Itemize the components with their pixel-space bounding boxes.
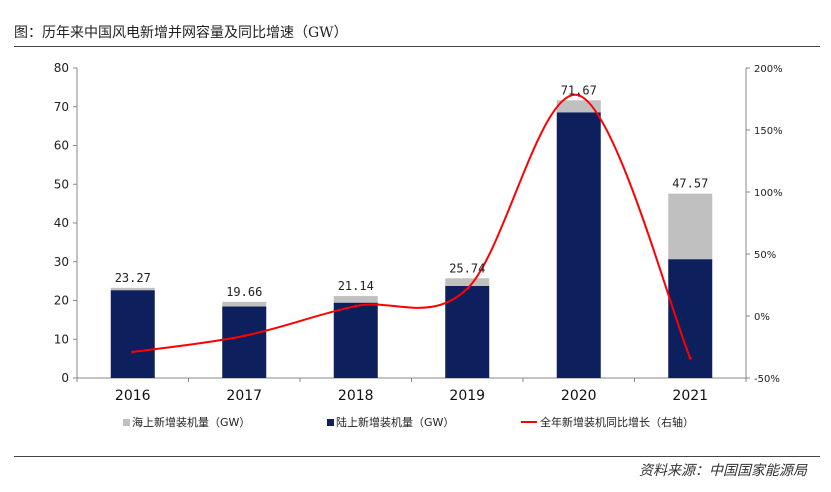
left-tick-label: 60: [54, 139, 69, 153]
growth-line-layer: [131, 93, 692, 360]
total-label: 47.57: [672, 177, 708, 191]
bar-onshore: [222, 306, 267, 378]
bar-offshore: [222, 301, 267, 307]
left-tick-label: 80: [54, 61, 69, 75]
legend-swatch-onshore: [327, 419, 334, 426]
top-rule: [14, 46, 820, 47]
category-label: 2017: [226, 388, 262, 404]
legend-label-onshore: 陆上新增装机量（GW）: [336, 415, 454, 429]
total-label: 19.66: [226, 285, 262, 299]
right-tick-label: 200%: [754, 64, 783, 75]
total-label: 71.67: [561, 83, 597, 97]
right-tick-label: 0%: [754, 312, 770, 323]
right-tick-label: 100%: [754, 188, 783, 199]
legend: 海上新增装机量（GW） 陆上新增装机量（GW） 全年新增装机同比增长（右轴）: [123, 415, 694, 429]
growth-point: [354, 304, 358, 308]
right-tick-label: 50%: [754, 250, 776, 261]
bar-offshore: [333, 296, 378, 303]
bar-onshore: [445, 286, 490, 378]
bottom-rule: [14, 456, 820, 457]
category-label: 2020: [561, 388, 597, 404]
legend-swatch-offshore: [123, 419, 130, 426]
left-tick-label: 30: [54, 255, 69, 269]
growth-point: [577, 93, 581, 97]
axes: 0 10 20 30 40 50 60 70 80 -50% 0% 50% 100% 150% 200% 20…: [54, 61, 783, 404]
figure-title: 图：历年来中国风电新增并网容量及同比增速（GW）: [14, 25, 348, 41]
total-label: 21.14: [338, 279, 374, 293]
category-label: 2019: [449, 388, 485, 404]
source-note: 资料来源：中国国家能源局: [639, 463, 807, 479]
right-tick-label: 150%: [754, 126, 783, 137]
bar-onshore: [333, 302, 378, 378]
bar-onshore: [110, 290, 155, 378]
bar-offshore: [668, 193, 713, 260]
bar-onshore: [556, 112, 601, 378]
bar-offshore: [110, 287, 155, 291]
growth-point: [242, 334, 246, 338]
legend-label-offshore: 海上新增装机量（GW）: [132, 415, 250, 429]
growth-point: [465, 287, 469, 291]
growth-line: [132, 94, 692, 359]
bar-onshore: [668, 259, 713, 378]
left-tick-label: 70: [54, 100, 69, 114]
legend-label-growth: 全年新增装机同比增长（右轴）: [540, 415, 694, 429]
total-label: 23.27: [115, 271, 151, 285]
left-tick-label: 40: [54, 216, 69, 230]
left-tick-label: 20: [54, 294, 69, 308]
left-tick-label: 50: [54, 177, 69, 191]
bars: [110, 100, 713, 378]
data-labels: 23.27 19.66 21.14 25.74 71.67 47.57: [115, 83, 709, 299]
total-label: 25.74: [449, 261, 485, 275]
right-tick-label: -50%: [754, 374, 780, 385]
category-label: 2021: [672, 388, 708, 404]
growth-point: [131, 350, 135, 354]
category-label: 2016: [115, 388, 151, 404]
category-label: 2018: [338, 388, 374, 404]
bar-offshore: [445, 278, 490, 287]
growth-point: [688, 356, 692, 360]
left-tick-label: 10: [54, 332, 69, 346]
left-tick-label: 0: [61, 371, 69, 385]
